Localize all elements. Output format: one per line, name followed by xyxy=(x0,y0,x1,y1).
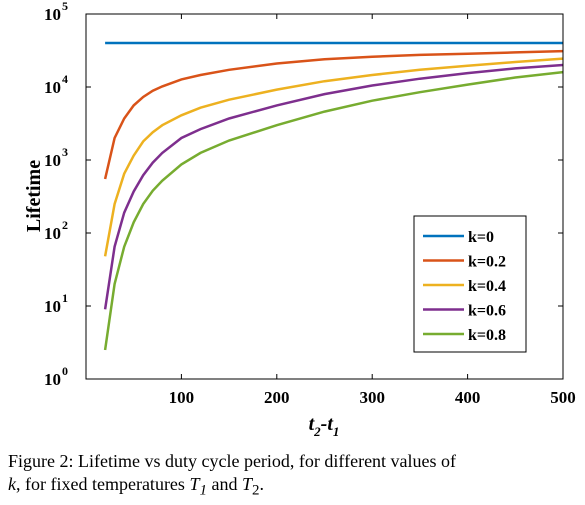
y-tick-exponent-2: 2 xyxy=(62,218,68,232)
x-tick-label-4: 500 xyxy=(550,388,576,407)
caption-t2: T xyxy=(241,474,252,494)
plot-lines xyxy=(103,41,564,351)
series-line-4 xyxy=(103,70,564,351)
y-tick-exponent-3: 3 xyxy=(62,145,68,159)
y-tick-exponent-4: 4 xyxy=(62,72,68,86)
y-tick-label-0: 10 xyxy=(44,370,61,389)
legend-label-2: k=0.4 xyxy=(468,278,506,295)
series-line-3 xyxy=(103,63,564,310)
y-axis-label: Lifetime xyxy=(23,160,45,232)
y-tick-exponent-1: 1 xyxy=(62,291,68,305)
caption-k: k xyxy=(8,474,16,494)
y-tick-label-4: 10 xyxy=(44,78,61,97)
x-tick-label-2: 300 xyxy=(359,388,385,407)
caption-t2-sub: 2 xyxy=(251,482,260,499)
figure-caption: Figure 2: Lifetime vs duty cycle period,… xyxy=(8,450,580,503)
caption-mid: , for fixed temperatures xyxy=(16,474,190,494)
legend-label-1: k=0.2 xyxy=(468,254,506,271)
x-tick-label-0: 100 xyxy=(169,388,195,407)
y-tick-label-3: 10 xyxy=(44,151,61,170)
y-tick-label-5: 10 xyxy=(44,5,61,24)
caption-t1: T xyxy=(189,474,200,494)
y-tick-exponent-5: 5 xyxy=(62,0,68,13)
x-tick-label-1: 200 xyxy=(264,388,290,407)
series-line-1 xyxy=(103,49,564,180)
caption-end: . xyxy=(259,474,264,494)
legend-label-0: k=0 xyxy=(468,229,494,246)
x-axis-label: t2-t1 xyxy=(309,413,340,439)
series-line-2 xyxy=(103,57,564,257)
y-tick-label-2: 10 xyxy=(44,224,61,243)
plot-frame xyxy=(85,13,564,380)
legend-label-3: k=0.6 xyxy=(468,303,506,320)
caption-t1-sub: 1 xyxy=(199,482,207,499)
legend-label-4: k=0.8 xyxy=(468,327,506,344)
y-tick-exponent-0: 0 xyxy=(62,364,68,378)
caption-and: and xyxy=(206,474,242,494)
y-tick-label-1: 10 xyxy=(44,297,61,316)
x-tick-label-3: 400 xyxy=(455,388,481,407)
caption-line1: Figure 2: Lifetime vs duty cycle period,… xyxy=(8,451,457,471)
legend: k=0 k=0.2 k=0.4 k=0.6 k=0.8 xyxy=(413,215,527,353)
